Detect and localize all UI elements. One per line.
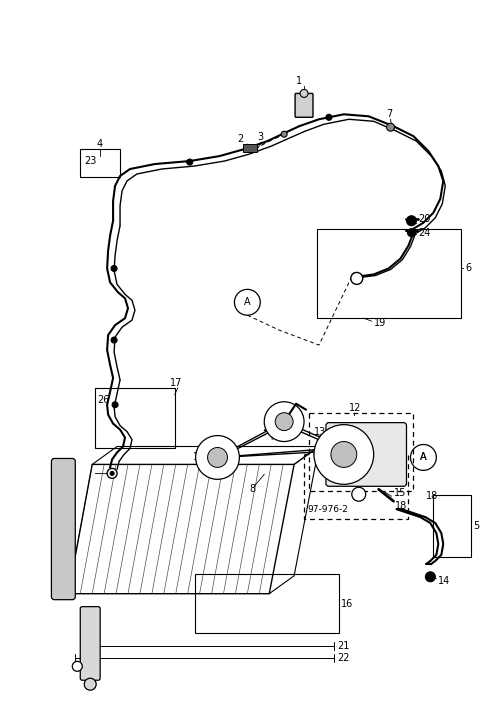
Text: A: A [420,452,427,462]
Text: 9: 9 [278,402,284,412]
Text: 16: 16 [341,599,353,609]
Text: 10: 10 [65,469,78,479]
Bar [433,496,471,557]
Text: 4: 4 [96,139,102,149]
Text: 15: 15 [394,488,406,498]
Text: 26: 26 [97,395,109,405]
Circle shape [112,402,118,407]
Bar [80,149,120,177]
Circle shape [352,487,366,501]
Bar [95,387,175,447]
Text: 19: 19 [373,319,386,328]
Bar [243,144,257,152]
Circle shape [386,123,395,132]
Text: A: A [244,297,251,307]
Text: 6: 6 [465,264,471,274]
Text: 18: 18 [426,491,439,501]
Text: 21: 21 [337,641,349,651]
Bar [317,229,461,319]
Text: 12: 12 [349,402,361,412]
Text: 97-976-2: 97-976-2 [307,505,348,513]
Text: 24: 24 [419,228,431,237]
FancyBboxPatch shape [326,422,407,486]
Circle shape [408,229,416,237]
FancyBboxPatch shape [80,606,100,680]
Circle shape [407,215,417,225]
Circle shape [314,424,373,484]
Text: 3: 3 [257,132,264,142]
FancyBboxPatch shape [51,459,75,599]
Circle shape [207,447,228,467]
Text: 5: 5 [473,521,480,531]
Circle shape [196,436,240,479]
Text: 23: 23 [84,156,96,166]
Circle shape [275,412,293,431]
Circle shape [326,114,332,120]
Circle shape [84,678,96,690]
Circle shape [425,572,435,582]
Circle shape [72,661,82,671]
Text: 7: 7 [386,109,393,119]
Circle shape [281,132,287,137]
Circle shape [331,442,357,467]
Circle shape [187,159,192,165]
Circle shape [110,471,114,476]
Text: 2: 2 [238,134,244,144]
Text: 11: 11 [192,452,205,462]
Text: 8: 8 [249,484,255,494]
Text: 1: 1 [296,77,302,87]
Text: A: A [420,452,427,462]
Bar [195,574,339,634]
Text: 17: 17 [170,378,182,388]
Text: 25: 25 [262,422,275,432]
FancyBboxPatch shape [295,93,313,117]
Text: 18: 18 [395,501,407,511]
Circle shape [111,265,117,272]
Circle shape [107,469,117,479]
Text: 13: 13 [314,427,326,437]
Text: 20: 20 [419,214,431,224]
Circle shape [264,402,304,442]
Text: 14: 14 [438,576,451,586]
Circle shape [351,272,363,284]
Circle shape [111,337,117,343]
Text: 22: 22 [337,653,349,663]
Circle shape [300,90,308,97]
